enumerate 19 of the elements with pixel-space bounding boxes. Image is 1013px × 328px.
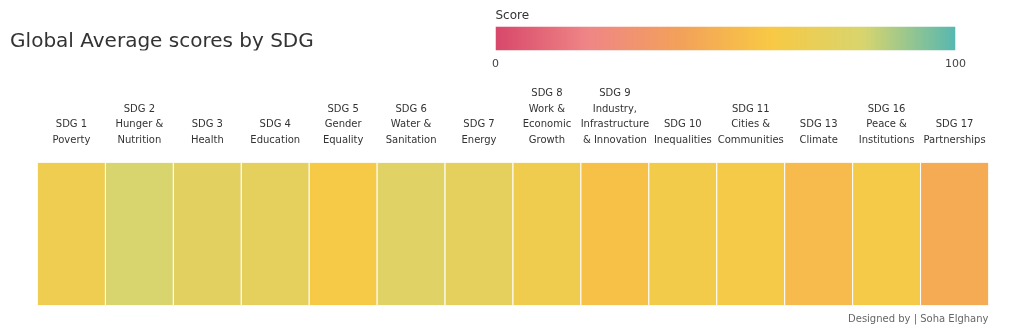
x-tick-label: SDG 5 Gender Equality — [322, 102, 364, 145]
x-tick-label: SDG 8 Work & Economic Growth — [522, 87, 572, 145]
color-bar-title: Score — [495, 7, 530, 22]
x-tick-label: SDG 17 Partnerships — [923, 118, 986, 145]
x-tick-label: SDG 3 Health — [190, 118, 224, 145]
x-tick-label: SDG 10 Inequalities — [653, 118, 712, 145]
chart-title: Global Average scores by SDG — [10, 27, 314, 52]
x-tick-label: SDG 4 Education — [250, 118, 301, 145]
x-tick-label: SDG 2 Hunger & Nutrition — [115, 102, 164, 145]
x-tick-label: SDG 7 Energy — [461, 118, 497, 145]
color-bar-label: 0 — [492, 56, 499, 70]
x-tick-label: SDG 13 Climate — [799, 118, 838, 145]
x-tick-label: SDG 16 Peace & Institutions — [858, 102, 915, 145]
x-tick-label: SDG 11 Cities & Communities — [717, 102, 784, 145]
text: Designed by | Soha Elghany — [848, 312, 989, 325]
color-bar-label: 100 — [945, 56, 966, 70]
x-tick-label: SDG 9 Industry, Infrastructure & Innovation — [580, 87, 650, 145]
x-tick-label: SDG 6 Water & Sanitation — [385, 102, 437, 145]
x-tick-label: SDG 1 Poverty — [52, 118, 91, 145]
